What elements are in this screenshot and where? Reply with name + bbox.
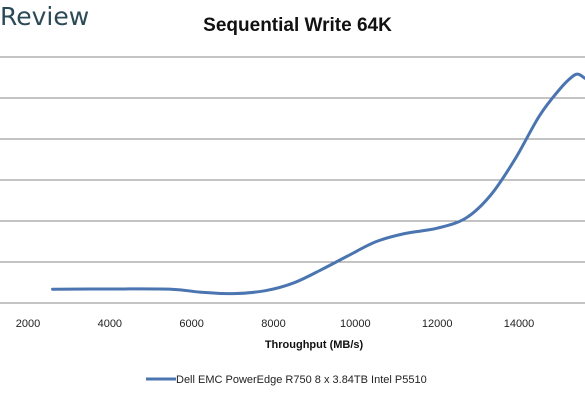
series-line (51, 72, 585, 296)
x-tick-label: 14000 (504, 318, 535, 330)
x-tick-label: 2000 (16, 318, 40, 330)
x-tick-label: 8000 (261, 318, 285, 330)
x-tick-label: 6000 (179, 318, 203, 330)
x-tick-label: 4000 (98, 318, 122, 330)
chart-gridlines (0, 56, 585, 304)
legend: Dell EMC PowerEdge R750 8 x 3.84TB Intel… (146, 374, 427, 386)
x-axis-label: Throughput (MB/s) (265, 339, 364, 351)
brand-logo-text: Review (0, 2, 90, 31)
x-tick-label: 12000 (422, 318, 453, 330)
legend-label: Dell EMC PowerEdge R750 8 x 3.84TB Intel… (176, 374, 427, 386)
x-tick-label: 10000 (340, 318, 371, 330)
x-axis-ticks: 2000 4000 6000 8000 10000 12000 14000 (16, 318, 535, 330)
chart-title: Sequential Write 64K (203, 15, 392, 36)
